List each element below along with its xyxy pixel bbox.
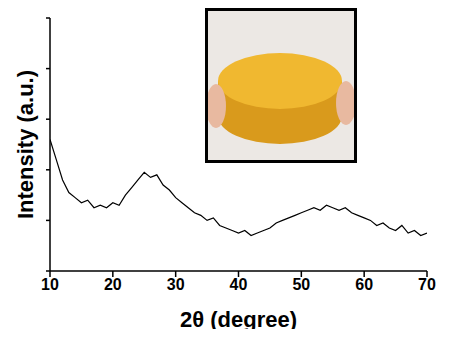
- svg-text:10: 10: [41, 276, 59, 293]
- svg-text:60: 60: [355, 276, 373, 293]
- svg-text:70: 70: [418, 276, 436, 293]
- svg-text:50: 50: [292, 276, 310, 293]
- svg-text:30: 30: [167, 276, 185, 293]
- svg-text:2θ (degree): 2θ (degree): [180, 307, 297, 329]
- svg-text:40: 40: [230, 276, 248, 293]
- svg-text:20: 20: [104, 276, 122, 293]
- svg-text:Intensity (a.u.): Intensity (a.u.): [13, 70, 38, 219]
